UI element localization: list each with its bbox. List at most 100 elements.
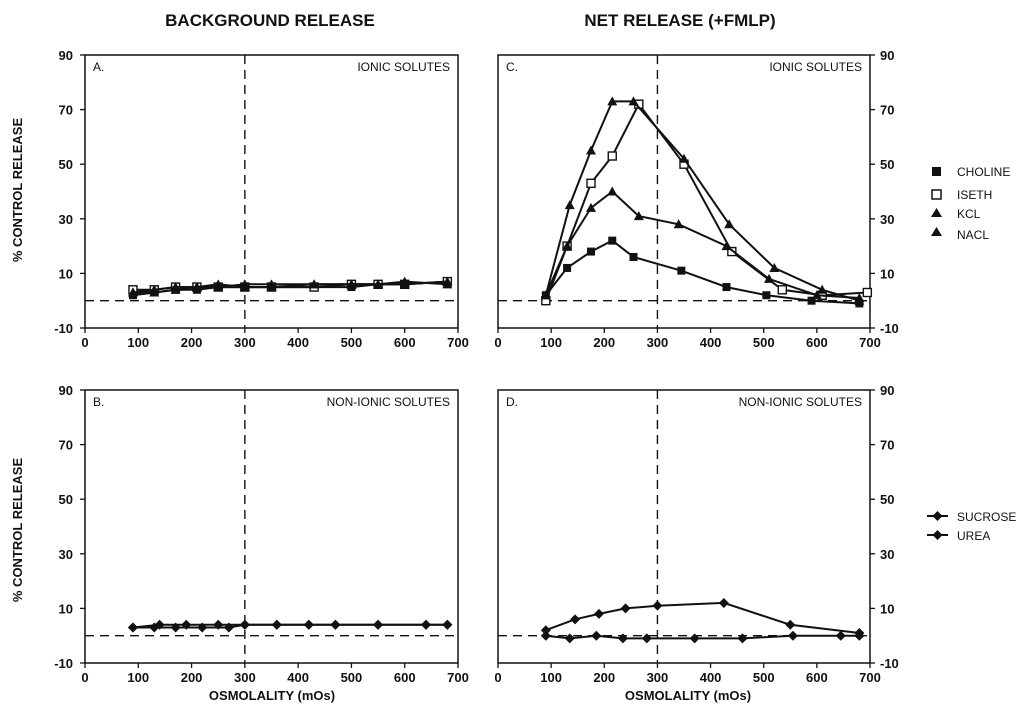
- x-tick-label: 400: [700, 335, 722, 350]
- panel-letter: B.: [93, 395, 104, 409]
- data-point-sucrose: [620, 603, 631, 614]
- data-point-choline: [587, 247, 595, 256]
- data-point-nacl: [213, 282, 224, 292]
- x-tick-label: 400: [287, 335, 309, 350]
- y-tick-label: 10: [880, 266, 894, 281]
- y-tick-label: 30: [59, 547, 73, 562]
- data-point-urea: [540, 630, 551, 641]
- data-point-nacl: [854, 295, 865, 305]
- x-tick-label: 100: [540, 335, 562, 350]
- x-tick-label: 700: [859, 670, 881, 685]
- y-tick-label: -10: [54, 656, 73, 671]
- data-point-kcl: [673, 219, 684, 229]
- x-tick-label: 700: [447, 670, 469, 685]
- x-tick-label: 500: [753, 670, 775, 685]
- x-tick-label: 300: [234, 335, 256, 350]
- data-point-choline: [563, 263, 572, 272]
- data-point-urea: [617, 633, 628, 644]
- xlabel-left: OSMOLALITY (mOs): [209, 688, 335, 703]
- y-tick-label: 90: [880, 48, 894, 63]
- series-kcl: [540, 186, 865, 302]
- ylabel-bottom: % CONTROL RELEASE: [10, 458, 25, 603]
- x-tick-label: 600: [394, 670, 416, 685]
- y-tick-label: 10: [59, 601, 73, 616]
- data-point-nacl: [769, 262, 780, 272]
- y-tick-label: 90: [59, 383, 73, 398]
- y-tick-label: 70: [59, 438, 73, 453]
- data-point-kcl: [811, 290, 822, 300]
- data-point-urea: [239, 619, 250, 630]
- x-tick-label: 400: [287, 670, 309, 685]
- x-tick-label: 500: [341, 335, 363, 350]
- data-point-choline: [608, 236, 617, 245]
- data-point-urea: [835, 630, 846, 641]
- y-tick-label: 70: [59, 103, 73, 118]
- legend-marker-choline: [932, 167, 941, 176]
- data-point-kcl: [562, 241, 573, 251]
- x-tick-label: 0: [494, 670, 501, 685]
- data-point-sucrose: [718, 597, 729, 608]
- panel-2: 0 100 200 300 400 500 600 700 -10 10 30 50 70 90 B. NON…: [54, 383, 469, 685]
- data-point-iseth: [586, 178, 596, 189]
- y-tick-label: 90: [880, 383, 894, 398]
- data-point-urea: [303, 619, 314, 630]
- y-tick-label: 90: [59, 48, 73, 63]
- data-point-kcl: [633, 211, 644, 221]
- data-point-urea: [591, 630, 602, 641]
- data-point-nacl: [373, 279, 384, 289]
- x-tick-label: 100: [127, 335, 149, 350]
- data-point-urea: [854, 630, 865, 641]
- legend-kcl: KCL: [957, 207, 981, 221]
- legend-ionic: CHOLINE ISETH KCL NACL: [931, 165, 1010, 242]
- data-point-nacl: [399, 279, 410, 289]
- y-tick-label: -10: [54, 321, 73, 336]
- data-point-nacl: [540, 290, 551, 300]
- data-point-nacl: [149, 284, 160, 294]
- x-tick-label: 0: [81, 335, 88, 350]
- panel-annotation: NON-IONIC SOLUTES: [739, 395, 862, 409]
- data-point-nacl: [724, 219, 735, 229]
- data-point-urea: [149, 622, 160, 633]
- panel-letter: C.: [506, 60, 518, 74]
- data-point-nacl: [564, 200, 575, 210]
- plot-frame: [497, 54, 871, 329]
- data-point-iseth: [862, 287, 873, 298]
- plot-frame: [84, 54, 459, 329]
- x-tick-label: 200: [593, 670, 615, 685]
- data-point-urea: [271, 619, 282, 630]
- y-tick-label: 70: [880, 103, 894, 118]
- data-point-urea: [223, 622, 234, 633]
- data-point-nacl: [191, 282, 202, 292]
- series-line-nacl: [544, 100, 860, 302]
- x-tick-label: 100: [540, 670, 562, 685]
- data-point-sucrose: [652, 600, 663, 611]
- y-tick-label: -10: [880, 656, 899, 671]
- x-tick-label: 600: [806, 335, 828, 350]
- data-point-nacl: [266, 279, 277, 289]
- data-point-choline: [629, 253, 638, 262]
- x-tick-label: 500: [753, 335, 775, 350]
- data-point-nacl: [607, 96, 618, 106]
- data-point-choline: [807, 296, 816, 305]
- series-line-iseth: [544, 102, 868, 302]
- x-tick-label: 200: [593, 335, 615, 350]
- series-nacl: [540, 96, 865, 305]
- data-point-nacl: [309, 279, 320, 289]
- data-point-kcl: [586, 202, 596, 212]
- legend-marker-nacl: [931, 227, 942, 236]
- legend-marker-sucrose: [932, 511, 943, 521]
- data-point-urea: [197, 622, 208, 633]
- panel-3: 0 100 200 300 400 500 600 700-10 10 30 50 70 90 C. ION…: [494, 48, 898, 350]
- y-tick-label: 50: [59, 157, 73, 172]
- legend-choline: CHOLINE: [957, 165, 1010, 179]
- data-point-nacl: [817, 284, 828, 294]
- plot-frame: [84, 389, 459, 664]
- data-point-urea: [564, 633, 575, 644]
- legend-nacl: NACL: [957, 228, 989, 242]
- panel-annotation: IONIC SOLUTES: [769, 60, 862, 74]
- series-line-kcl: [544, 190, 860, 299]
- y-tick-label: 10: [880, 601, 894, 616]
- x-tick-label: 500: [341, 670, 363, 685]
